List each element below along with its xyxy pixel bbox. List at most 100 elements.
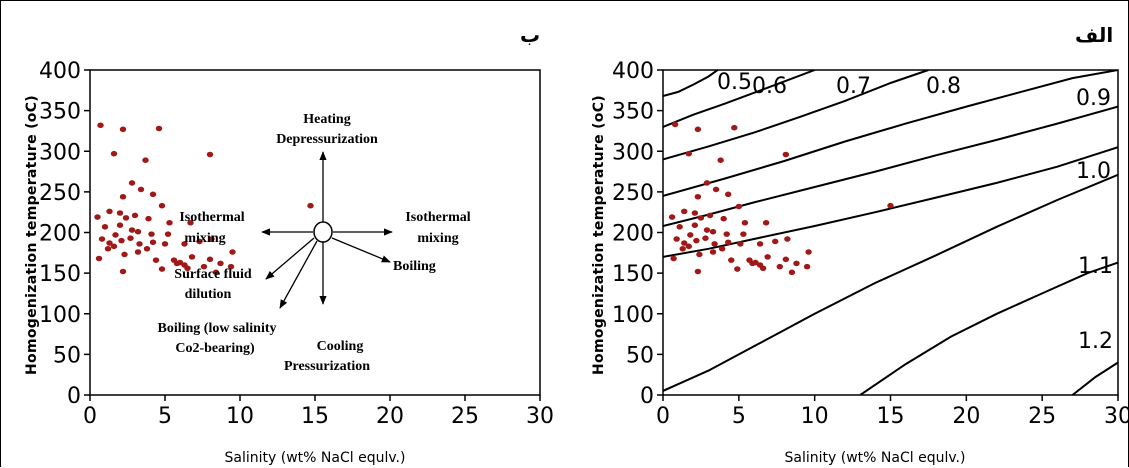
chart-panel-b: ب Homogenization temperature (oC) Salini… <box>24 23 554 466</box>
panel-b-data-point <box>155 125 163 132</box>
panel-alef-data-point <box>673 236 680 242</box>
panel-alef-ytick-label: 50 <box>626 343 654 368</box>
panel-b-ytick-label: 400 <box>39 59 81 84</box>
label-boiling: Boiling <box>393 259 436 274</box>
panel-b-data-point <box>181 241 188 247</box>
panel-alef-data-point <box>756 241 764 247</box>
panel-alef-data-point <box>725 239 732 246</box>
panel-b-data-point <box>110 243 118 250</box>
label-heating: Heating Depressurization <box>276 112 378 147</box>
isoline-0.8 <box>663 70 1118 197</box>
panel-alef-data-point <box>702 235 709 241</box>
panel-b-data-point <box>137 186 145 193</box>
panel-alef-data-point <box>737 241 744 247</box>
panel-alef-data-point <box>764 254 771 260</box>
isoline-label: 0.5 <box>717 70 752 95</box>
panel-alef-data-point <box>887 202 894 209</box>
arrow-down-left-steep <box>279 240 318 309</box>
panel-b-data-point <box>143 245 151 252</box>
panel-alef-data-point <box>711 241 718 247</box>
panel-alef-data-point <box>709 228 717 235</box>
panel-alef-data-point <box>685 243 692 250</box>
panel-b-xtick-label: 15 <box>301 404 329 429</box>
panel-b-data-point <box>217 260 224 267</box>
panel-alef-xtick-label: 20 <box>952 404 980 429</box>
panel-alef-data-point <box>725 191 732 198</box>
y-axis-label-b: Homogenization temperature (oC) <box>24 95 40 375</box>
isoline-0.5 <box>663 70 719 97</box>
panel-alef-data-point <box>693 237 700 244</box>
panel-b-data-point <box>118 237 125 244</box>
isoline-label: 0.6 <box>752 74 787 99</box>
panel-b-data-point <box>116 210 124 216</box>
panel-alef-data-point <box>784 236 791 242</box>
panel-alef-data-point <box>749 260 756 267</box>
panel-b-data-point <box>158 266 166 272</box>
panel-alef-xtick-label: 10 <box>801 404 829 429</box>
panel-b-data-point <box>128 180 136 186</box>
label-boiling-low-salinity: Boiling (low salinity Co2-bearing) <box>157 321 276 356</box>
panel-alef-data-point <box>681 240 688 246</box>
panel-b-xtick-label: 10 <box>226 404 254 429</box>
panel-b-data-point <box>206 256 214 263</box>
y-axis-label-alef: Homogenization temperature (oC) <box>591 95 607 375</box>
x-axis-label-alef: Salinity (wt% NaCl equlv.) <box>785 450 966 466</box>
arrow-origin-circle <box>313 221 333 243</box>
panel-b-data-point <box>145 215 152 222</box>
panel-alef-data-point <box>691 210 699 216</box>
panel-b-data-point <box>142 157 149 163</box>
panel-alef-xtick-label: 15 <box>877 404 905 429</box>
panel-b-data-point <box>98 236 106 242</box>
panel-b-data-point <box>187 219 194 226</box>
panel-alef-data-point <box>720 215 727 222</box>
chart-panel-alef: الف Homogenization temperature (oC) Sali… <box>591 23 1129 466</box>
panel-b-xtick-label: 5 <box>158 404 172 429</box>
panel-b-data-point <box>148 231 155 237</box>
panel-alef-ytick-label: 400 <box>612 59 654 84</box>
panel-alef-data-point <box>718 245 726 252</box>
panel-alef-data-point <box>676 224 683 230</box>
label-isothermal-mixing-right: Isothermal mixing <box>405 210 470 246</box>
isoline-label: 0.9 <box>1076 86 1111 111</box>
panel-b-ytick-label: 200 <box>39 222 81 247</box>
panel-alef-data-point <box>772 238 779 245</box>
isoline-0.6 <box>663 70 816 128</box>
panel-b-xtick-label: 30 <box>526 404 554 429</box>
panel-label-alef: الف <box>1075 23 1113 47</box>
panel-b-data-point <box>122 215 130 221</box>
x-axis-label-b: Salinity (wt% NaCl equlv.) <box>225 450 406 466</box>
points-alef <box>668 121 894 276</box>
panel-b-data-point <box>158 202 166 209</box>
panel-alef-data-point <box>696 251 703 258</box>
panel-b-data-point <box>149 239 157 246</box>
points-b <box>94 122 314 276</box>
panel-alef-ytick-label: 100 <box>612 303 654 328</box>
panel-b-data-point <box>184 265 191 272</box>
panel-b-data-point <box>208 236 215 242</box>
label-cooling: Cooling Pressurization <box>284 339 370 374</box>
panel-alef-data-point <box>762 219 770 226</box>
panel-b-data-point <box>131 212 139 219</box>
panel-alef-xtick-label: 0 <box>656 404 670 429</box>
panel-b-data-point <box>128 227 136 233</box>
panel-alef-data-point <box>670 255 677 262</box>
panel-alef-data-point <box>735 203 743 210</box>
arrow-down-right <box>331 237 391 263</box>
panel-label-b: ب <box>520 23 540 47</box>
panel-alef-data-point <box>694 193 702 200</box>
panel-b-data-point <box>116 222 124 228</box>
isoline-1.0 <box>663 146 1118 258</box>
panel-alef-xtick-label: 30 <box>1104 404 1129 429</box>
panel-b-data-point <box>307 202 314 209</box>
label-surface-fluid-dilution: Surface fluid dilution <box>174 267 252 302</box>
panel-alef-ytick-label: 0 <box>640 384 654 409</box>
panel-alef-data-point <box>694 268 702 275</box>
panel-alef-data-point <box>782 151 790 158</box>
panel-alef-xtick-label: 25 <box>1028 404 1056 429</box>
panel-b-data-point <box>119 268 127 275</box>
panel-b-data-point <box>136 241 143 247</box>
panel-b-ytick-label: 50 <box>53 343 81 368</box>
panel-b-ytick-label: 250 <box>39 181 81 206</box>
panel-b-ytick-label: 150 <box>39 262 81 287</box>
